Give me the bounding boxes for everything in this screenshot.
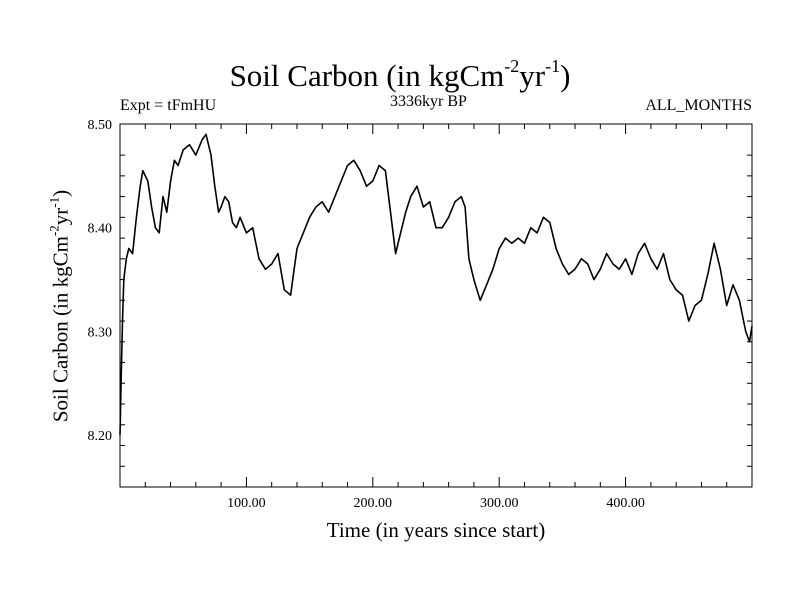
x-tick-label: 400.00 [606, 496, 645, 511]
y-axis-title-text-end: ) [48, 189, 73, 197]
series-line-soil-carbon [119, 133, 753, 436]
x-axis-title: Time (in years since start) [326, 518, 546, 542]
experiment-label: Expt = tFmHU [120, 97, 217, 114]
chart-title-text-end: ) [560, 58, 571, 93]
y-tick-label: 8.20 [88, 429, 113, 444]
y-axis-title-text: Soil Carbon (in kgCm [48, 236, 73, 423]
period-label: 3336kyr BP [390, 93, 467, 110]
chart-title-superscript-1: -2 [504, 56, 520, 76]
x-tick-label: 300.00 [480, 496, 519, 511]
chart-title: Soil Carbon (in kgCm-2yr-1) [0, 56, 800, 94]
data-layer [119, 133, 753, 436]
months-label: ALL_MONTHS [645, 97, 752, 114]
y-axis-title-superscript-2: -1 [46, 196, 62, 208]
y-tick-label: 8.40 [88, 222, 113, 237]
plot-frame [119, 123, 753, 488]
y-tick-label: 8.30 [88, 325, 113, 340]
chart-title-text-mid: yr [519, 58, 546, 93]
y-tick-label: 8.50 [88, 118, 113, 133]
y-axis-title-superscript-1: -2 [46, 225, 62, 237]
x-tick-label: 200.00 [354, 496, 393, 511]
chart-title-text: Soil Carbon (in kgCm [229, 58, 505, 93]
y-axis-title-text-mid: yr [48, 207, 73, 226]
chart-title-superscript-2: -1 [545, 56, 561, 76]
y-axis-title: Soil Carbon (in kgCm-2yr-1) [46, 189, 74, 423]
x-tick-label: 100.00 [227, 496, 266, 511]
axes-layer: 100.00 200.00 300.00 400.00 8.20 8.30 8.40 8.50 [88, 118, 753, 511]
